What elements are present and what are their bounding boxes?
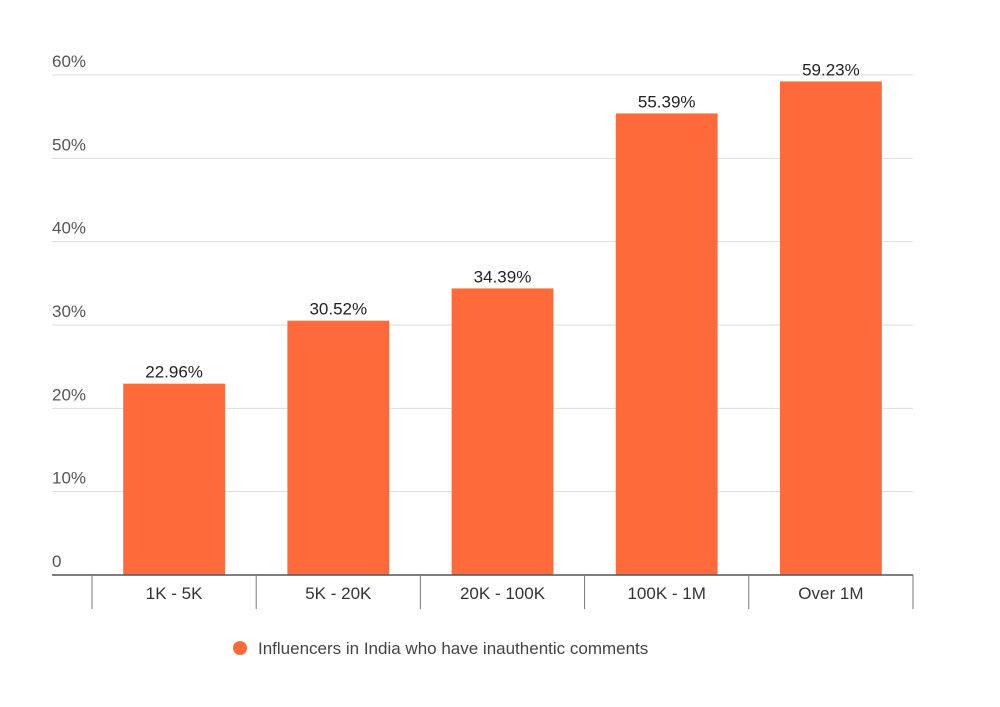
x-axis <box>52 574 914 609</box>
bar <box>287 320 390 575</box>
bars <box>123 81 882 576</box>
y-tick-label: 10% <box>52 469 86 488</box>
y-tick-label: 0 <box>52 552 61 571</box>
y-tick-label: 40% <box>52 219 86 238</box>
y-tick-label: 50% <box>52 135 86 154</box>
x-category-label: 1K - 5K <box>146 584 203 603</box>
bar-value-label: 30.52% <box>309 300 367 319</box>
x-category-label: 20K - 100K <box>460 584 546 603</box>
legend: Influencers in India who have inauthenti… <box>233 639 648 658</box>
legend-swatch <box>233 641 247 655</box>
value-labels: 22.96% 30.52% 34.39% 55.39% 59.23% <box>145 60 859 381</box>
bar <box>451 288 554 575</box>
bar-value-label: 22.96% <box>145 363 203 382</box>
bar <box>779 81 882 576</box>
legend-label: Influencers in India who have inauthenti… <box>258 639 648 658</box>
bar-value-label: 59.23% <box>802 60 860 79</box>
bar-value-label: 34.39% <box>474 267 532 286</box>
bar-value-label: 55.39% <box>638 92 696 111</box>
x-category-label: Over 1M <box>798 584 863 603</box>
y-tick-label: 30% <box>52 302 86 321</box>
y-tick-label: 60% <box>52 52 86 71</box>
x-category-label: 100K - 1M <box>627 584 705 603</box>
bar <box>615 113 718 576</box>
bar <box>123 383 226 575</box>
x-category-label: 5K - 20K <box>305 584 372 603</box>
x-axis-categories: 1K - 5K 5K - 20K 20K - 100K 100K - 1M Over 1… <box>146 584 864 603</box>
y-axis-ticks: 0 10% 20% 30% 40% 50% 60% <box>52 52 86 571</box>
y-tick-label: 20% <box>52 385 86 404</box>
